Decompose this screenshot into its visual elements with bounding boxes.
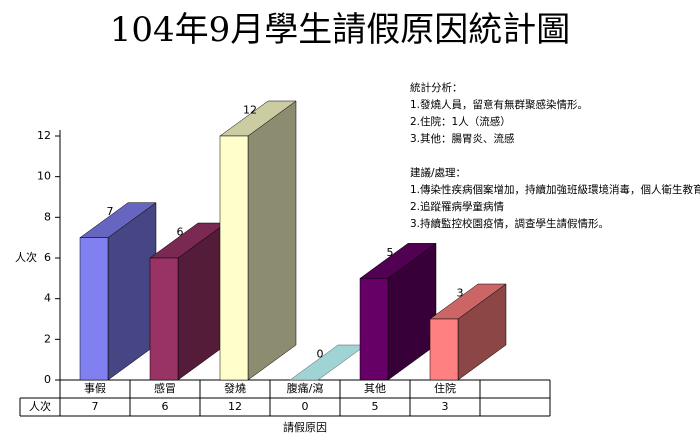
annotation: 3.持續監控校園疫情，調查學生請假情形。 bbox=[410, 217, 609, 230]
data-label: 7 bbox=[107, 205, 114, 218]
annotation: 建議/處理： bbox=[410, 166, 466, 179]
y-tick-label: 8 bbox=[44, 210, 51, 223]
table-category: 腹痛/瀉 bbox=[287, 381, 324, 395]
table-category: 事假 bbox=[84, 381, 106, 395]
y-tick-label: 12 bbox=[37, 129, 51, 142]
annotation: 1.發燒人員，留意有無群聚感染情形。 bbox=[410, 98, 588, 111]
annotation: 3.其他：腸胃炎、流感 bbox=[410, 132, 515, 145]
data-label: 12 bbox=[243, 104, 257, 117]
data-label: 5 bbox=[387, 246, 394, 259]
bar bbox=[359, 278, 389, 381]
chart-title: 104年9月學生請假原因統計圖 bbox=[110, 10, 571, 50]
y-tick-label: 10 bbox=[37, 170, 51, 183]
table-category: 感冒 bbox=[154, 382, 176, 395]
data-label: 0 bbox=[317, 348, 324, 361]
y-tick-label: 0 bbox=[44, 373, 51, 386]
table-value: 0 bbox=[302, 400, 309, 413]
bar bbox=[79, 237, 109, 381]
table-category: 發燒 bbox=[224, 381, 246, 395]
y-tick-label: 6 bbox=[44, 251, 51, 264]
table-value: 5 bbox=[372, 400, 379, 413]
table-value: 3 bbox=[442, 400, 449, 413]
annotation: 1.傳染性疾病個案增加，持續加強班級環境消毒，個人衛生教育。 bbox=[410, 183, 700, 196]
y-axis-label: 人次 bbox=[15, 250, 37, 264]
data-label: 3 bbox=[457, 287, 464, 300]
table-value: 12 bbox=[228, 400, 242, 413]
table-category: 其他 bbox=[364, 382, 386, 395]
annotation: 2.住院：1人（流感） bbox=[410, 115, 511, 128]
table-value: 6 bbox=[162, 400, 169, 413]
annotation: 2.追蹤罹病學童病情 bbox=[410, 200, 505, 213]
y-tick-label: 2 bbox=[44, 332, 51, 345]
table-category: 住院 bbox=[434, 381, 456, 395]
bar bbox=[429, 318, 459, 381]
table-value: 7 bbox=[92, 400, 99, 413]
x-axis-label: 請假原因 bbox=[283, 420, 327, 434]
bar bbox=[289, 344, 367, 381]
bar-side bbox=[247, 100, 297, 381]
data-label: 6 bbox=[177, 226, 184, 239]
y-tick-label: 4 bbox=[44, 292, 51, 305]
table-row-label: 人次 bbox=[29, 399, 51, 413]
bar bbox=[219, 135, 249, 381]
bar bbox=[149, 257, 179, 381]
annotation: 統計分析： bbox=[410, 81, 463, 94]
